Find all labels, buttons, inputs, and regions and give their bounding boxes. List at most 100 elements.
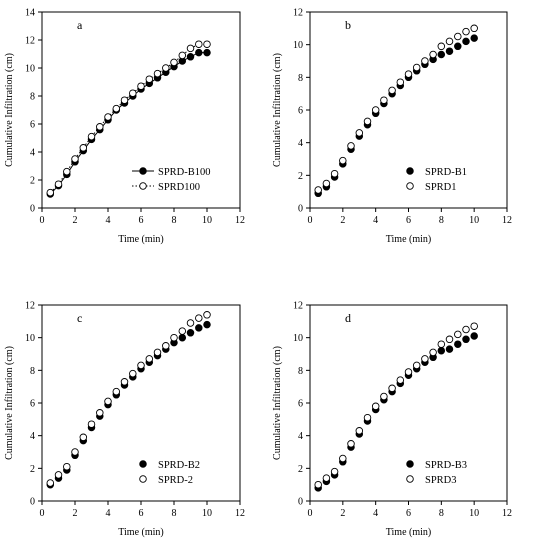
data-point-filled [203,48,211,57]
y-tick-label: 4 [30,148,35,159]
y-axis-label: Cumulative Infiltration (cm) [272,53,283,167]
plot-frame [41,304,241,502]
x-tick-label: 0 [308,508,313,519]
legend-marker [139,475,147,483]
y-tick-label: 10 [293,40,303,51]
data-point-open [162,64,170,72]
data-point-open [178,51,187,60]
data-point-open [87,420,96,428]
x-tick-label: 6 [406,215,411,226]
data-point-open [203,40,211,48]
data-point-open [363,413,372,422]
data-point-open [145,75,154,83]
x-tick-label: 4 [106,508,111,519]
panel-label: c [77,311,82,325]
data-point-filled [186,53,195,61]
legend-marker [406,475,414,483]
panel-label: d [345,311,351,325]
y-tick-label: 8 [30,366,35,377]
y-axis-label: Cumulative Infiltration (cm) [4,53,15,167]
legend-marker [406,460,414,468]
data-point-open [137,361,145,370]
y-tick-label: 6 [298,399,303,410]
data-point-open [445,335,454,344]
data-point-open [355,427,364,435]
chart-panel-b: 0 2 4 6 8 10 12 0 2 4 6 8 10 12 Time (min) Cumulative I… [272,8,512,246]
y-tick-label: 12 [25,36,35,47]
data-point-filled [470,332,478,340]
data-point-open [454,330,462,339]
legend-entry: SPRD-2 [158,475,193,486]
x-tick-label: 10 [469,215,479,226]
legend-entry: SPRD100 [158,182,200,193]
data-point-open [314,480,322,489]
x-tick-label: 6 [139,215,144,226]
x-tick-label: 6 [139,508,144,519]
x-axis-label: Time (min) [386,234,431,245]
x-tick-label: 4 [106,215,111,226]
data-point-open [178,327,187,335]
data-point-open [186,44,195,53]
panel-label: b [345,18,351,32]
data-point-open [203,311,211,319]
data-point-open [186,319,195,327]
legend-marker [406,167,414,175]
data-point-open [363,117,372,126]
legend-entry: SPRD-B100 [158,167,211,178]
data-point-filled [203,320,211,329]
y-tick-label: 4 [30,431,35,442]
data-point-filled [445,345,454,353]
data-point-open [470,24,478,33]
data-point-open [54,180,63,188]
data-point-open [437,340,446,348]
x-tick-label: 6 [406,508,411,519]
data-point-filled [445,47,454,55]
y-tick-label: 0 [298,204,303,215]
legend-entry: SPRD1 [425,182,457,193]
legend-entry: SPRD-B1 [425,167,467,178]
data-point-filled [195,48,203,57]
y-tick-label: 6 [298,106,303,117]
x-tick-label: 10 [202,215,212,226]
data-point-open [137,82,145,90]
legend-entry: SPRD-B2 [158,460,200,471]
x-tick-label: 2 [340,215,345,226]
data-point-open [404,70,413,78]
legend-marker [406,182,414,190]
x-tick-label: 10 [469,508,479,519]
data-point-filled [186,329,195,337]
x-tick-label: 0 [308,215,313,226]
x-axis-label: Time (min) [118,234,163,245]
x-axis-label: Time (min) [118,527,163,538]
data-point-open [71,155,79,163]
y-tick-label: 0 [30,204,35,215]
y-tick-label: 6 [30,120,35,131]
y-tick-label: 12 [25,301,35,312]
data-point-open [421,355,429,363]
data-point-filled [470,34,478,42]
data-point-filled [437,346,446,355]
chart-panel-d: 0 2 4 6 8 10 12 0 2 4 6 8 10 12 Time (min) Cumulative I… [272,301,512,539]
data-point-open [71,448,79,456]
data-point-open [96,123,104,131]
data-point-open [429,348,437,357]
data-point-open [380,392,388,401]
data-point-open [371,402,380,411]
data-point-open [412,361,421,370]
x-tick-label: 12 [235,215,245,226]
x-tick-label: 2 [73,508,78,519]
data-point-filled [454,340,462,348]
y-tick-label: 0 [30,497,35,508]
legend-entry: SPRD-B3 [425,460,467,471]
data-point-open [355,129,364,137]
data-point-open [145,355,154,363]
data-point-open [112,104,121,113]
data-point-open [371,106,380,114]
x-tick-label: 2 [73,215,78,226]
x-tick-label: 8 [439,215,444,226]
data-point-open [63,167,71,176]
y-tick-label: 0 [298,497,303,508]
data-point-open [412,63,421,72]
data-point-open [322,179,331,188]
